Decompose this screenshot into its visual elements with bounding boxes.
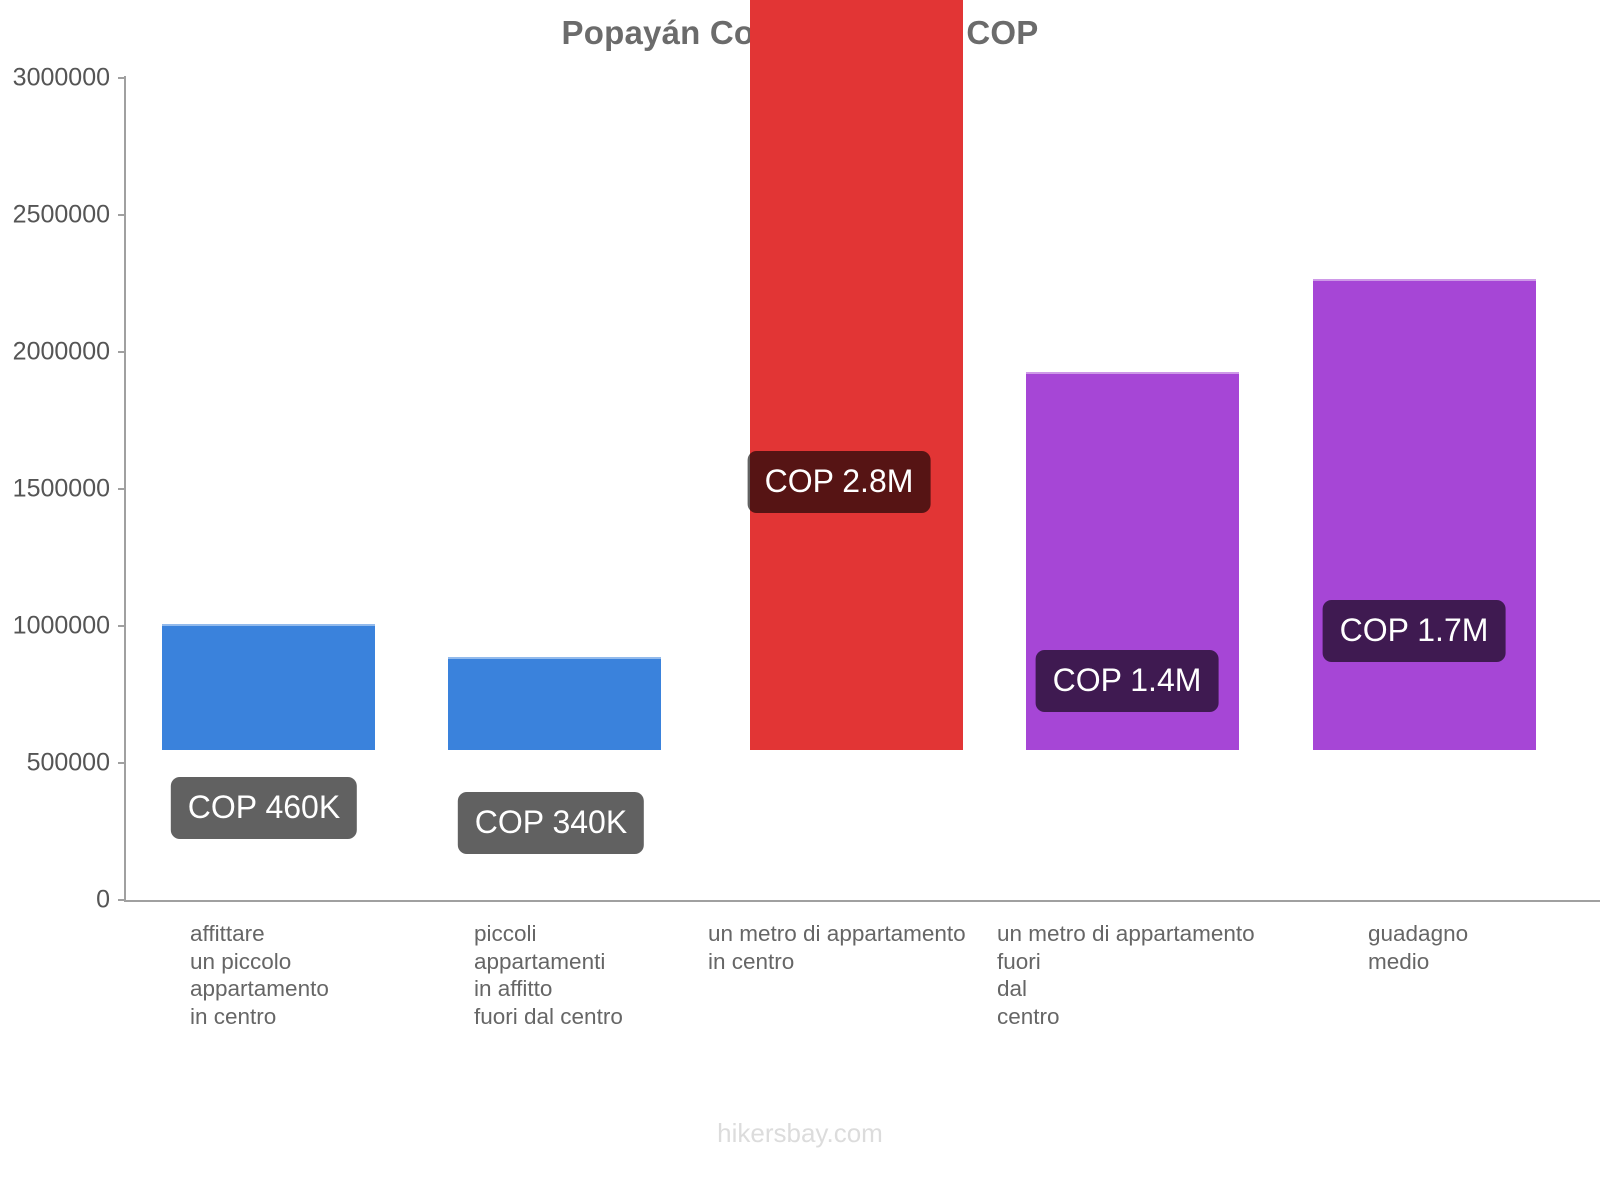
site-credit: hikersbay.com <box>717 1118 883 1148</box>
bar-value-label-3: COP 1.4M <box>1035 650 1219 712</box>
x-axis-line <box>124 900 1600 902</box>
y-tick-mark-0 <box>118 899 126 901</box>
y-tick-mark-3 <box>118 488 126 490</box>
bar-top-edge <box>1026 371 1239 374</box>
y-axis-tick-label: 3000000 <box>12 63 110 92</box>
y-axis-tick-label: 1000000 <box>12 611 110 640</box>
bar-value-label-2: COP 2.8M <box>747 451 931 513</box>
y-tick-mark-2 <box>118 625 126 627</box>
bar-4[interactable] <box>1313 278 1536 750</box>
x-axis-category-label-0: affittare un piccolo appartamento in cen… <box>190 921 329 1029</box>
y-axis-tick-label: 2000000 <box>12 337 110 366</box>
y-tick-mark-4 <box>118 351 126 353</box>
y-axis-tick-label: 2500000 <box>12 200 110 229</box>
y-tick-mark-6 <box>118 77 126 79</box>
y-axis-tick-label: 0 <box>96 885 110 914</box>
bar-value-label-0: COP 460K <box>170 777 358 839</box>
bar-2[interactable] <box>750 0 963 750</box>
bar-chart-plot-area: 0 500000 1000000 1500000 2000000 2500000… <box>12 0 1600 1029</box>
x-axis-category-label-2: un metro di appartamento in centro <box>708 921 966 974</box>
bar-0[interactable] <box>162 623 375 750</box>
bar-top-edge <box>448 656 661 659</box>
y-tick-mark-1 <box>118 762 126 764</box>
x-axis-category-label-3: un metro di appartamento fuori dal centr… <box>997 921 1255 1029</box>
bar-top-edge <box>1313 278 1536 281</box>
y-tick-mark-5 <box>118 214 126 216</box>
x-axis-category-label-1: piccoli appartamenti in affitto fuori da… <box>474 921 623 1029</box>
y-axis-tick-label: 500000 <box>26 748 110 777</box>
y-axis-tick-label: 1500000 <box>12 474 110 503</box>
bar-value-label-4: COP 1.7M <box>1322 600 1506 662</box>
bar-value-label-1: COP 340K <box>457 792 645 854</box>
bar-top-edge <box>162 623 375 626</box>
x-axis-category-label-4: guadagno medio <box>1368 921 1469 974</box>
bar-1[interactable] <box>448 656 661 750</box>
